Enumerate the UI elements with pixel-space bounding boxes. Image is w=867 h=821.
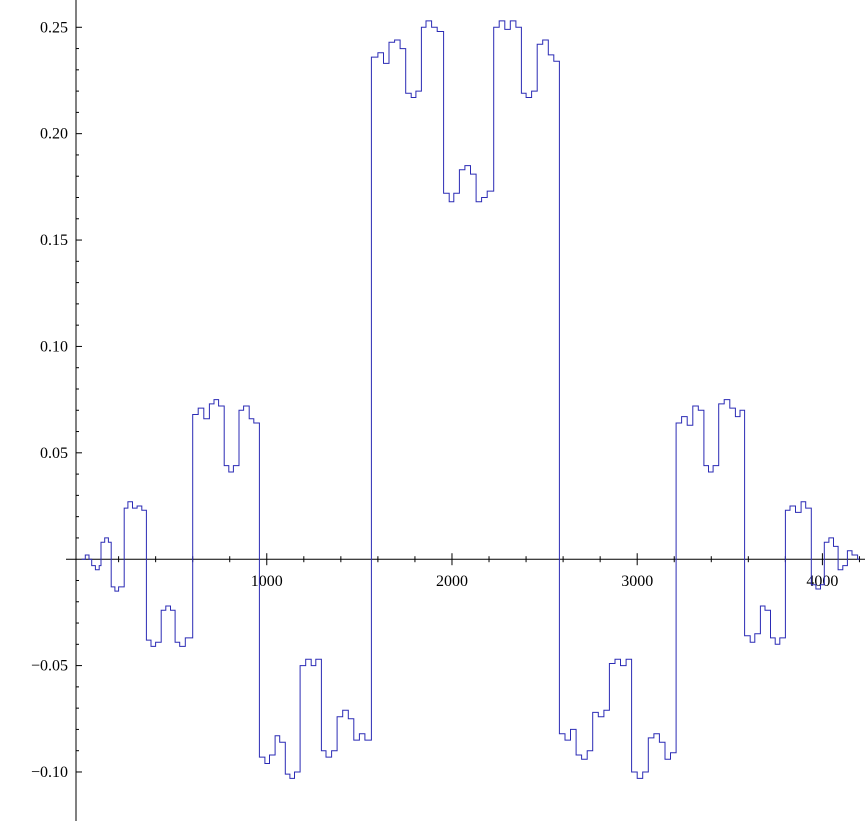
y-tick-label: 0.10: [40, 338, 68, 355]
x-minor-ticks: [118, 556, 860, 563]
y-tick-label: 0.20: [40, 126, 68, 143]
axes: 1000 2000 3000 4000 0.25 0.20 0.15 0.10 0.05 −0.…: [31, 0, 865, 821]
y-ticks: 0.25 0.20 0.15 0.10 0.05 −0.05 −0.10: [31, 19, 82, 781]
y-minor-ticks: [76, 48, 79, 752]
series-line-0: [81, 20, 860, 779]
x-tick-label: 1000: [251, 573, 283, 590]
x-ticks: 1000 2000 3000 4000: [251, 553, 838, 590]
plot-series: [81, 20, 860, 779]
x-tick-label: 3000: [621, 573, 653, 590]
x-tick-label: 2000: [436, 573, 468, 590]
y-tick-label: 0.05: [40, 445, 68, 462]
y-tick-label: 0.15: [40, 232, 68, 249]
x-tick-label: 4000: [806, 573, 838, 590]
y-tick-label: −0.05: [31, 658, 68, 675]
y-tick-label: 0.25: [40, 19, 68, 36]
y-tick-label: −0.10: [31, 764, 68, 781]
